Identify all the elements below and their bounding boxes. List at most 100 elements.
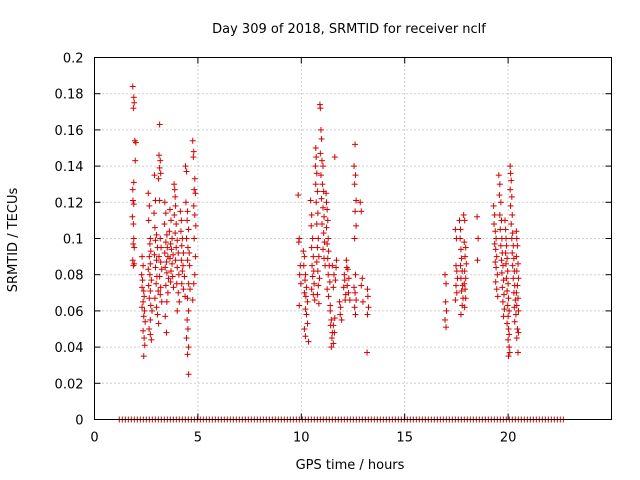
data-point (506, 344, 513, 351)
data-point (315, 282, 322, 289)
data-point (296, 271, 303, 278)
data-point (515, 295, 522, 302)
data-point (325, 271, 332, 278)
data-point (152, 237, 159, 244)
data-point (358, 282, 365, 289)
data-point (513, 289, 520, 296)
y-tick-label: 0 (75, 414, 83, 429)
data-point (140, 327, 147, 334)
data-point (180, 262, 187, 269)
data-point (164, 289, 171, 296)
data-point (500, 291, 507, 298)
data-point (462, 295, 469, 302)
data-point (505, 280, 512, 287)
data-point (141, 342, 148, 349)
data-point (508, 221, 515, 228)
data-point (147, 260, 154, 267)
data-point (514, 326, 521, 332)
data-point (140, 287, 147, 294)
data-point (148, 336, 155, 343)
data-point (154, 311, 161, 318)
x-tick-label: 0 (90, 431, 98, 446)
data-point (302, 306, 309, 313)
data-point (141, 293, 148, 300)
data-point (501, 217, 508, 224)
data-point (314, 188, 321, 195)
data-point (506, 307, 513, 314)
data-point (503, 242, 510, 249)
data-point (321, 213, 328, 220)
data-point (494, 271, 501, 278)
data-point (157, 291, 164, 298)
data-point (505, 295, 512, 302)
data-point (151, 172, 158, 179)
data-point (317, 150, 324, 157)
data-point (513, 235, 520, 242)
data-point (490, 202, 497, 209)
data-point (171, 186, 178, 193)
data-point (174, 307, 181, 314)
data-point (302, 271, 309, 278)
data-point (462, 286, 469, 293)
data-point (494, 293, 501, 300)
data-point (452, 282, 459, 289)
data-point (129, 213, 136, 220)
data-point (308, 244, 315, 251)
data-point (146, 271, 153, 278)
data-point (130, 240, 137, 247)
data-point (130, 94, 137, 101)
data-point (462, 275, 469, 282)
data-point (351, 304, 358, 311)
data-point (504, 287, 511, 294)
data-point (493, 286, 500, 293)
data-point (191, 175, 198, 182)
y-tick-label: 0.16 (55, 124, 84, 139)
data-point (184, 244, 191, 251)
data-point (185, 226, 192, 233)
data-point (191, 235, 198, 242)
data-point (146, 253, 153, 260)
data-point (162, 210, 169, 217)
data-point (174, 264, 181, 271)
data-point (319, 181, 326, 188)
data-point (509, 262, 516, 269)
data-point (513, 228, 520, 235)
data-point (496, 192, 503, 199)
data-point (461, 217, 468, 224)
data-point (351, 235, 358, 242)
data-point (191, 211, 198, 218)
data-point (515, 307, 522, 314)
data-point (514, 282, 521, 289)
data-point (158, 298, 165, 305)
data-point (142, 318, 149, 325)
data-point (330, 322, 337, 329)
data-point (456, 217, 463, 224)
data-point (330, 284, 337, 291)
data-point (192, 253, 199, 260)
data-point (320, 230, 327, 237)
data-point (153, 304, 160, 311)
data-point (313, 221, 320, 228)
data-point (331, 154, 338, 161)
data-point (156, 253, 163, 260)
data-point (174, 237, 181, 244)
data-point (453, 268, 460, 275)
data-point (346, 297, 353, 304)
data-point (506, 331, 513, 338)
data-point (457, 226, 464, 233)
data-point (166, 228, 173, 235)
data-point (324, 255, 331, 262)
x-tick-label: 10 (293, 431, 310, 446)
data-point (499, 262, 506, 269)
data-point (151, 210, 158, 217)
data-point (131, 244, 138, 251)
data-point (163, 329, 170, 336)
data-point (145, 217, 152, 224)
data-point (311, 297, 318, 304)
data-point (139, 284, 146, 291)
data-point (352, 289, 359, 296)
data-point (130, 262, 137, 269)
data-point (311, 280, 318, 287)
data-point (166, 255, 173, 262)
data-point (514, 242, 521, 249)
